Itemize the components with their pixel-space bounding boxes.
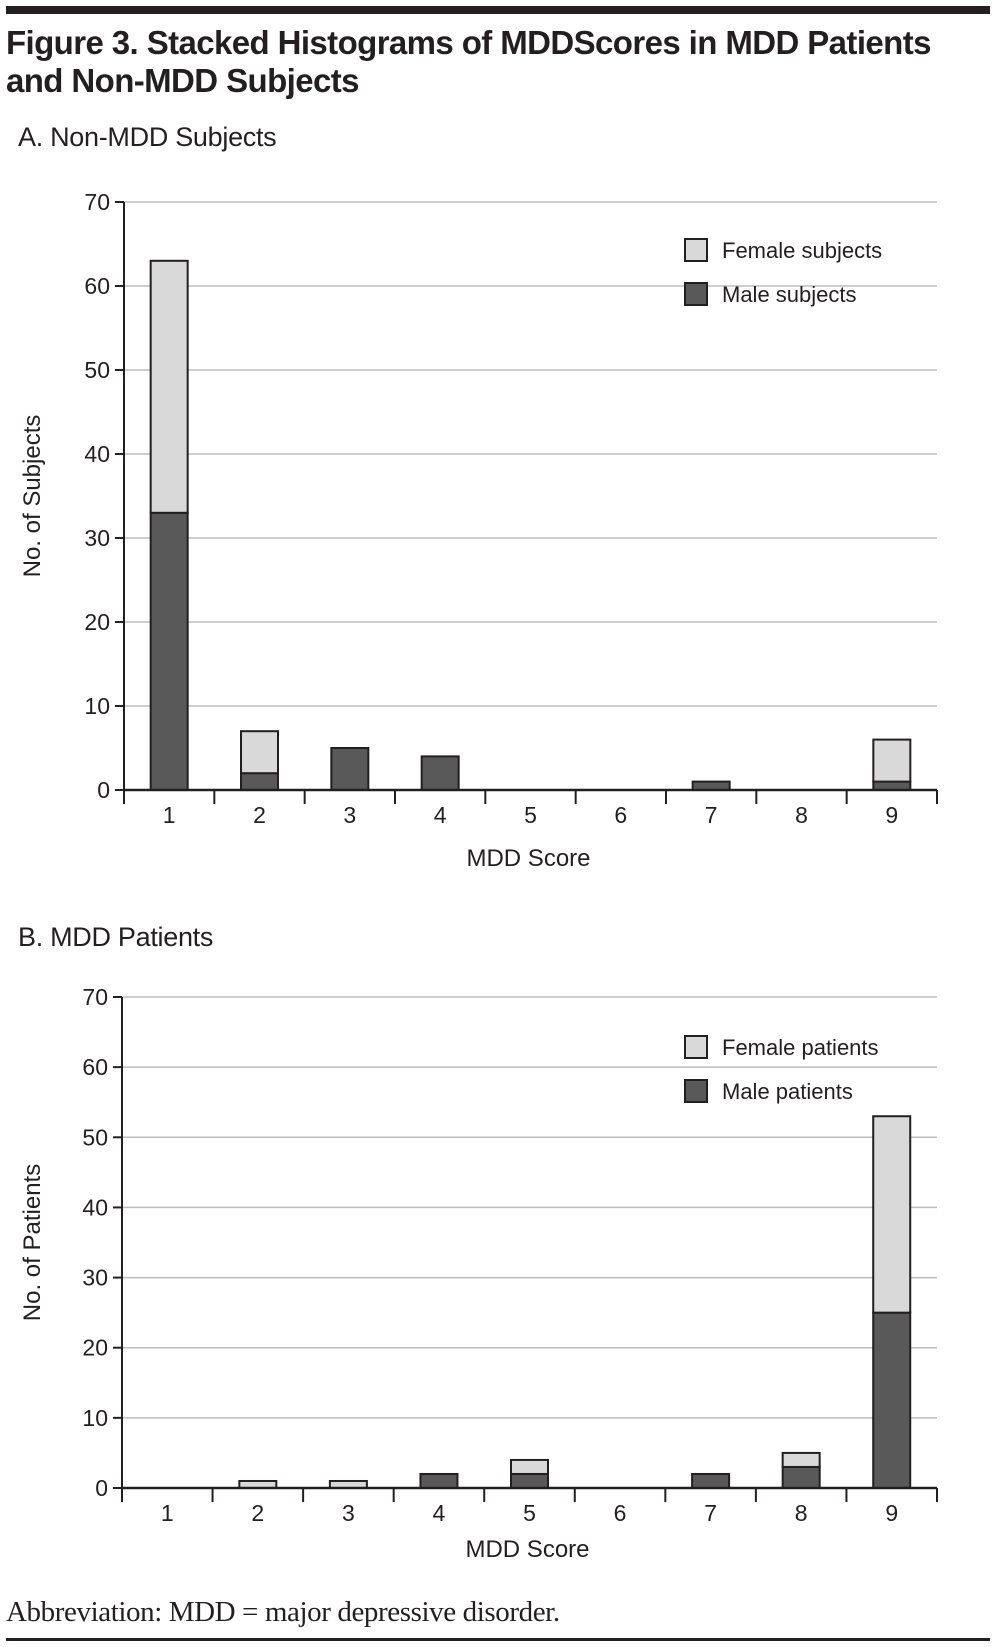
legend-label-female: Female patients bbox=[722, 1035, 879, 1060]
legend-label-male: Male patients bbox=[722, 1079, 853, 1104]
y-tick-label: 30 bbox=[82, 1265, 108, 1291]
panel-b-title: B. MDD Patients bbox=[18, 922, 214, 952]
x-tick-label: 1 bbox=[161, 1500, 174, 1526]
bar-female-segment bbox=[240, 730, 279, 775]
bar-female-segment bbox=[781, 1451, 821, 1468]
x-tick-label: 1 bbox=[163, 802, 176, 828]
x-tick-label: 4 bbox=[434, 802, 447, 828]
figure-title: Figure 3. Stacked Histograms of MDDScore… bbox=[6, 24, 931, 99]
bar-female-segment bbox=[872, 1115, 912, 1314]
x-tick-label: 8 bbox=[795, 1500, 808, 1526]
bar-male-segment bbox=[420, 755, 460, 792]
x-tick-label: 5 bbox=[524, 802, 537, 828]
x-tick-label: 2 bbox=[251, 1500, 264, 1526]
bar-male-segment bbox=[419, 1472, 459, 1490]
x-tick-label: 8 bbox=[795, 802, 808, 828]
bar-male-segment bbox=[510, 1472, 549, 1490]
y-tick-label: 0 bbox=[95, 1475, 108, 1501]
y-tick-label: 70 bbox=[82, 984, 108, 1010]
legend-label-female: Female subjects bbox=[722, 238, 882, 263]
y-tick-label: 20 bbox=[84, 609, 110, 635]
bar-male-segment bbox=[330, 747, 370, 791]
x-tick-label: 3 bbox=[343, 802, 356, 828]
y-tick-label: 60 bbox=[84, 273, 110, 299]
panel-a-title: A. Non-MDD Subjects bbox=[18, 122, 277, 152]
x-tick-label: 6 bbox=[614, 1500, 627, 1526]
x-axis-title: MDD Score bbox=[465, 1536, 589, 1563]
y-axis-title: No. of Subjects bbox=[19, 415, 46, 578]
legend-label-male: Male subjects bbox=[722, 282, 857, 307]
bottom-rule bbox=[6, 1638, 990, 1641]
y-tick-label: 0 bbox=[97, 777, 110, 803]
y-tick-label: 10 bbox=[82, 1405, 108, 1431]
bar-male-segment bbox=[691, 1472, 731, 1490]
bar-male-segment bbox=[872, 1311, 912, 1489]
y-tick-label: 50 bbox=[82, 1124, 108, 1150]
x-tick-label: 6 bbox=[614, 802, 627, 828]
legend-swatch-male bbox=[684, 1079, 708, 1103]
top-rule bbox=[6, 6, 990, 14]
y-tick-label: 20 bbox=[82, 1335, 108, 1361]
x-axis-title: MDD Score bbox=[466, 845, 590, 872]
legend-swatch-male bbox=[684, 282, 708, 306]
y-tick-label: 30 bbox=[84, 525, 110, 551]
chart-panel-b: 0 10 20 30 40 50 60 70 1 2 3 4 5 6 7 8 9 MDD Score No. of … bbox=[19, 984, 938, 1563]
x-tick-label: 7 bbox=[705, 802, 718, 828]
legend-swatch-female bbox=[684, 238, 708, 262]
bar-female-segment bbox=[510, 1458, 549, 1475]
chart-panel-a: 0 10 20 30 40 50 60 70 1 2 3 4 5 6 7 8 9 MDD Score No. of … bbox=[19, 189, 938, 872]
x-tick-label: 2 bbox=[253, 802, 266, 828]
y-tick-label: 60 bbox=[82, 1054, 108, 1080]
bar-female-segment bbox=[872, 738, 912, 783]
y-tick-label: 50 bbox=[84, 357, 110, 383]
x-tick-label: 3 bbox=[342, 1500, 355, 1526]
x-tick-label: 9 bbox=[885, 802, 898, 828]
y-tick-label: 70 bbox=[84, 189, 110, 215]
x-tick-label: 9 bbox=[885, 1500, 898, 1526]
x-tick-label: 5 bbox=[523, 1500, 536, 1526]
bar-male-segment bbox=[781, 1465, 821, 1490]
y-tick-label: 10 bbox=[84, 693, 110, 719]
y-tick-label: 40 bbox=[82, 1194, 108, 1220]
bar-female-segment bbox=[149, 259, 189, 514]
x-tick-label: 7 bbox=[704, 1500, 717, 1526]
footnote: Abbreviation: MDD = major depressive dis… bbox=[6, 1596, 560, 1628]
x-tick-label: 4 bbox=[433, 1500, 446, 1526]
y-tick-label: 40 bbox=[84, 441, 110, 467]
bar-male-segment bbox=[149, 511, 189, 791]
y-axis-title: No. of Patients bbox=[19, 1164, 46, 1321]
legend-swatch-female bbox=[684, 1035, 708, 1059]
